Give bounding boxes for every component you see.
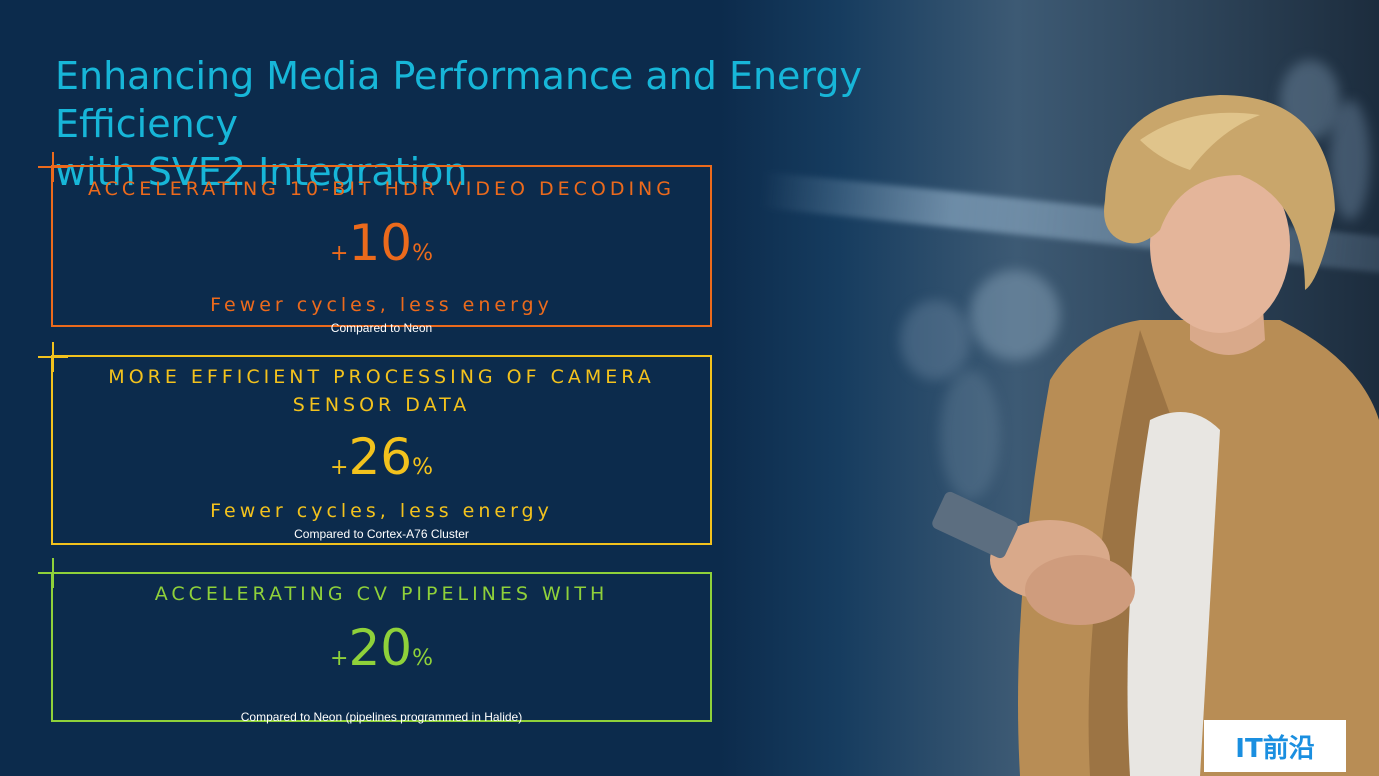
stat-card-heading: ACCELERATING CV PIPELINES WITH <box>154 583 609 605</box>
woman-with-phone-illustration <box>932 95 1379 776</box>
stat-card-hdr-decoding: ACCELERATING 10-BIT HDR VIDEO DECODING +… <box>51 165 712 335</box>
stat-subtitle: Fewer cycles, less energy <box>210 500 553 522</box>
stat-plus: + <box>330 241 349 266</box>
stat-percent: % <box>412 455 433 480</box>
stat-number: 10 <box>348 214 413 272</box>
stat-percent: % <box>412 241 433 266</box>
stat-note: Compared to Cortex-A76 Cluster <box>294 527 469 541</box>
slide-title-line2: with SVE2 Integration <box>55 150 468 194</box>
background-photo <box>720 0 1379 776</box>
stat-percent: % <box>412 646 433 671</box>
stat-value: +26% <box>53 429 710 496</box>
stat-card-heading: MORE EFFICIENT PROCESSING OF CAMERA SENS… <box>108 366 655 416</box>
bokeh-light <box>970 270 1060 360</box>
watermark-text: IT前沿 <box>1235 733 1315 764</box>
stat-card-cv-pipelines: ACCELERATING CV PIPELINES WITH +20% Comp… <box>51 572 712 724</box>
stat-card-heading: ACCELERATING 10-BIT HDR VIDEO DECODING <box>88 178 675 200</box>
bokeh-light <box>1330 100 1370 220</box>
stat-value: +20% <box>53 620 710 687</box>
slide-title: Enhancing Media Performance and Energy E… <box>55 52 1055 196</box>
stat-subtitle: Fewer cycles, less energy <box>210 294 553 316</box>
slide-title-line1: Enhancing Media Performance and Energy E… <box>55 54 862 146</box>
stat-plus: + <box>330 455 349 480</box>
bokeh-light <box>940 370 1000 500</box>
stat-value: +10% <box>53 215 710 282</box>
stat-note: Compared to Neon (pipelines programmed i… <box>240 710 523 724</box>
stat-number: 26 <box>348 428 413 486</box>
bokeh-light <box>900 300 970 380</box>
stat-number: 20 <box>348 619 413 677</box>
watermark-logo: IT前沿 <box>1204 720 1346 772</box>
stat-note: Compared to Neon <box>330 321 433 335</box>
stat-plus: + <box>330 646 349 671</box>
stat-card-camera-sensor: MORE EFFICIENT PROCESSING OF CAMERA SENS… <box>51 355 712 545</box>
